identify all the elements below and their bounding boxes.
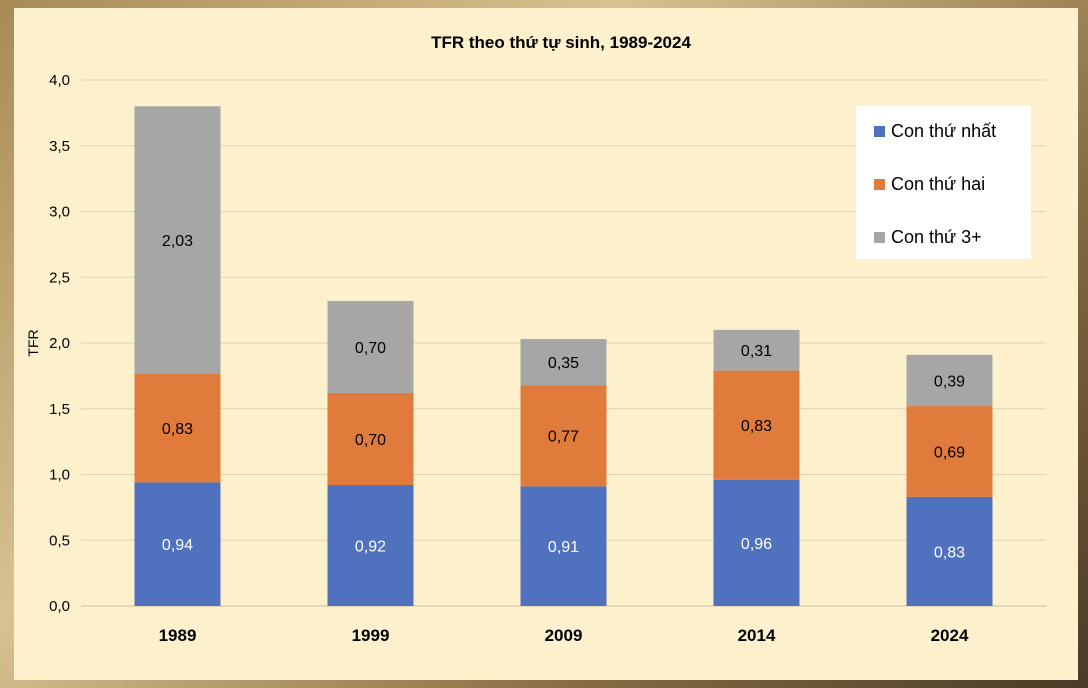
bar-segment: [520, 339, 607, 386]
x-tick-label: 1999: [352, 626, 390, 645]
bar-segment: [713, 479, 800, 606]
bar-segment: [327, 485, 414, 606]
data-label: 0,92: [355, 539, 386, 556]
legend-label: Con thứ hai: [891, 174, 985, 194]
bar-segment: [134, 482, 221, 606]
data-label: 0,69: [934, 444, 965, 461]
legend-swatch: [874, 232, 885, 243]
x-tick-label: 2024: [931, 626, 969, 645]
data-label: 0,35: [548, 355, 579, 372]
legend-label: Con thứ nhất: [891, 121, 996, 141]
y-tick-label: 1,0: [49, 467, 70, 484]
data-label: 0,83: [162, 421, 193, 438]
chart-panel: TFR theo thứ tự sinh, 1989-2024 TFR 0,0 0,5…: [14, 8, 1078, 680]
data-label: 0,77: [548, 429, 579, 446]
y-axis-label: TFR: [25, 329, 41, 356]
bar-segment: [906, 354, 993, 407]
y-tick-label: 1,5: [49, 401, 70, 418]
data-label: 0,70: [355, 340, 386, 357]
bar-segment: [520, 385, 607, 487]
bar-segment: [713, 329, 800, 371]
legend-box: [856, 106, 1031, 259]
data-label: 0,83: [741, 418, 772, 435]
data-label: 0,39: [934, 373, 965, 390]
tfr-stacked-bar-chart: TFR theo thứ tự sinh, 1989-2024 TFR 0,0 0,5…: [25, 33, 1046, 645]
data-label: 0,83: [934, 544, 965, 561]
bar-segment: [134, 373, 221, 483]
legend-swatch: [874, 126, 885, 137]
y-tick-label: 3,5: [49, 138, 70, 155]
y-tick-label: 2,5: [49, 269, 70, 286]
data-label: 0,91: [548, 539, 579, 556]
x-tick-label: 1989: [159, 626, 197, 645]
bar-segment: [327, 300, 414, 393]
x-tick-label: 2014: [738, 626, 776, 645]
data-label: 0,70: [355, 432, 386, 449]
y-tick-label: 3,0: [49, 204, 70, 221]
bar-segment: [134, 106, 221, 374]
data-label: 0,96: [741, 536, 772, 553]
data-label: 0,94: [162, 537, 193, 554]
bar-segment: [327, 392, 414, 486]
data-label: 0,31: [741, 343, 772, 360]
y-tick-label: 2,0: [49, 335, 70, 352]
chart-title: TFR theo thứ tự sinh, 1989-2024: [431, 33, 691, 52]
data-label: 2,03: [162, 233, 193, 250]
y-tick-label: 0,5: [49, 532, 70, 549]
y-tick-label: 4,0: [49, 72, 70, 89]
bar-segment: [713, 370, 800, 480]
legend-label: Con thứ 3+: [891, 227, 982, 247]
y-tick-label: 0,0: [49, 598, 70, 615]
bar-segment: [906, 406, 993, 497]
legend-swatch: [874, 179, 885, 190]
x-tick-label: 2009: [545, 626, 583, 645]
bar-segment: [520, 486, 607, 606]
bar-segment: [906, 496, 993, 606]
